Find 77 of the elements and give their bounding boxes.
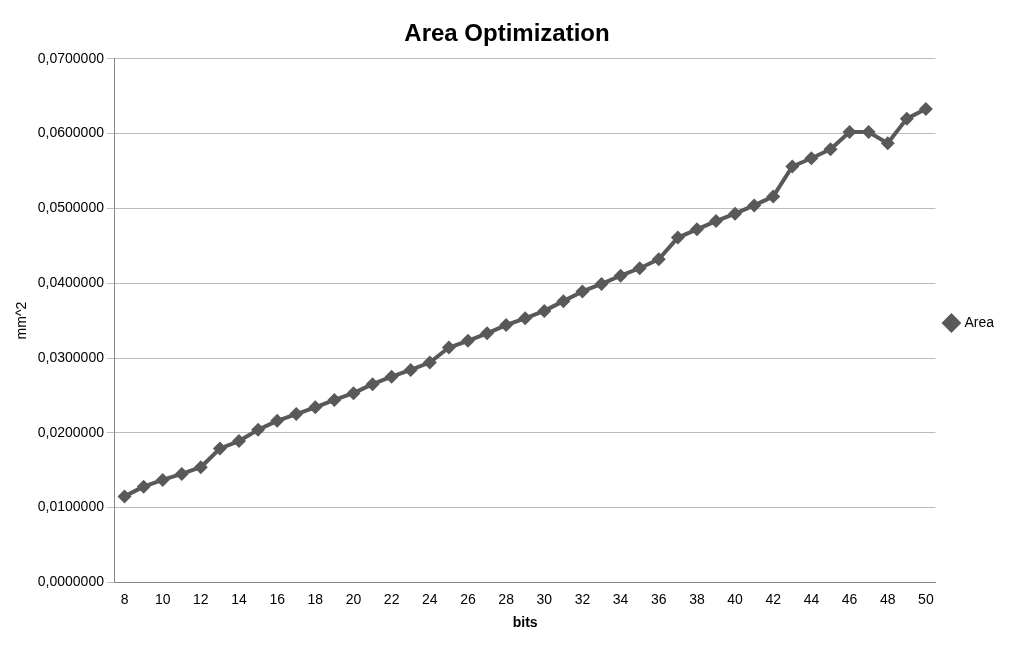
x-tick-label: 24 <box>422 590 438 607</box>
point <box>785 159 800 174</box>
point <box>518 311 533 326</box>
point <box>422 355 437 370</box>
point <box>918 101 933 116</box>
y-tick-label: 0,0000000 <box>37 573 105 590</box>
point <box>556 294 571 309</box>
y-tick-label: 0,0600000 <box>37 124 105 141</box>
x-tick-label: 34 <box>612 590 629 607</box>
point <box>308 400 323 415</box>
x-tick-label: 8 <box>120 590 129 607</box>
y-tick-label: 0,0400000 <box>37 274 105 291</box>
point <box>155 472 170 487</box>
x-tick-label: 46 <box>841 590 858 607</box>
point <box>537 303 552 318</box>
x-tick-label: 14 <box>231 590 247 607</box>
point <box>670 230 685 245</box>
point <box>384 369 399 384</box>
point <box>174 466 189 481</box>
x-tick-label: 48 <box>879 590 896 607</box>
x-tick-label: 28 <box>498 590 515 607</box>
y-tick-label: 0,0300000 <box>37 348 105 365</box>
x-tick-label: 30 <box>536 590 553 607</box>
point <box>117 489 132 504</box>
point <box>594 276 609 291</box>
point <box>403 362 418 377</box>
point <box>460 333 475 348</box>
y-tick-label: 0,0100000 <box>37 498 105 515</box>
chart-title: Area Optimization <box>404 19 610 47</box>
point <box>804 151 819 166</box>
x-tick-label: 32 <box>574 590 591 607</box>
x-tick-label: 16 <box>269 590 286 607</box>
x-axis-title: bits <box>512 614 538 631</box>
point <box>499 318 514 333</box>
x-tick-label: 40 <box>727 590 744 607</box>
point <box>136 479 151 494</box>
legend-label: Area <box>964 313 995 330</box>
x-tick-label: 36 <box>650 590 667 607</box>
y-tick-label: 0,0500000 <box>37 199 105 216</box>
y-tick-label: 0,0700000 <box>37 49 105 66</box>
point <box>747 198 762 213</box>
x-tick-label: 10 <box>154 590 171 607</box>
point <box>613 268 628 283</box>
point <box>880 136 895 151</box>
point <box>823 142 838 157</box>
point <box>632 261 647 276</box>
point <box>861 125 876 140</box>
point <box>709 214 724 229</box>
point <box>728 206 743 221</box>
point <box>441 340 456 355</box>
point <box>689 222 704 237</box>
point <box>899 111 914 126</box>
y-axis-title: mm^2 <box>13 301 30 340</box>
point <box>251 422 266 437</box>
x-tick-label: 42 <box>765 590 782 607</box>
x-tick-label: 44 <box>803 590 820 607</box>
y-tick-label: 0,0200000 <box>37 423 105 440</box>
x-tick-label: 22 <box>383 590 400 607</box>
point <box>346 386 361 401</box>
x-tick-label: 18 <box>307 590 324 607</box>
point <box>766 189 781 204</box>
point <box>365 377 380 392</box>
point <box>193 460 208 475</box>
point <box>232 434 246 449</box>
point <box>842 125 857 140</box>
x-tick-label: 26 <box>460 590 476 607</box>
x-tick-label: 20 <box>345 590 362 607</box>
point <box>575 284 590 299</box>
point <box>289 407 304 422</box>
x-tick-label: 50 <box>918 590 934 607</box>
point <box>270 413 285 428</box>
point <box>651 252 666 267</box>
x-tick-label: 38 <box>689 590 705 607</box>
x-tick-label: 12 <box>193 590 209 607</box>
point <box>480 326 495 341</box>
point <box>212 441 227 456</box>
point <box>327 392 342 407</box>
